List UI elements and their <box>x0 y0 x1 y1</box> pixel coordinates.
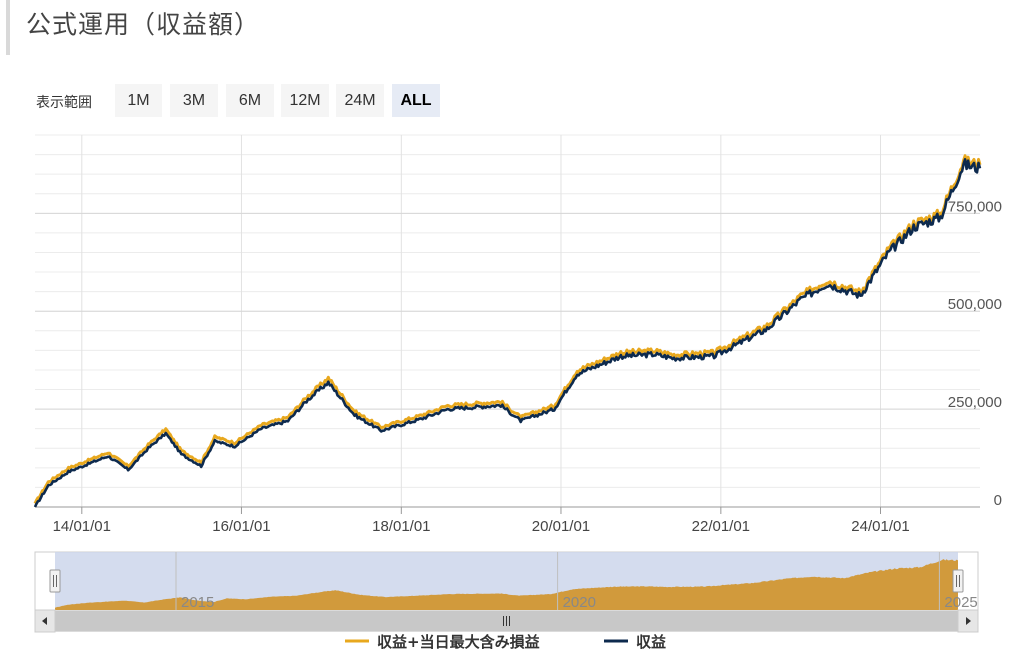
y-tick-label: 750,000 <box>948 198 1002 215</box>
y-tick-label: 250,000 <box>948 394 1002 411</box>
navigator-tick-label: 2025 <box>944 594 977 611</box>
legend-item-navy[interactable]: 収益 <box>604 633 666 651</box>
page-title: 公式運用（収益額） <box>26 10 261 39</box>
x-tick-label: 16/01/01 <box>212 518 270 535</box>
navigator-area <box>55 559 958 610</box>
range-button-12m[interactable]: 12M <box>281 84 329 117</box>
x-tick-label: 18/01/01 <box>372 518 430 535</box>
title-accent-bar <box>6 0 10 55</box>
navigator-left-handle[interactable] <box>49 569 61 593</box>
navigator-right-handle[interactable] <box>952 569 964 593</box>
x-tick-label: 24/01/01 <box>851 518 909 535</box>
range-button-24m[interactable]: 24M <box>336 84 384 117</box>
series-line-gold <box>33 154 982 505</box>
navigator-scrollbar[interactable] <box>34 609 979 633</box>
scroll-right-icon <box>966 617 971 625</box>
range-button-1m[interactable]: 1M <box>115 84 162 117</box>
scroll-left-icon <box>42 617 47 625</box>
range-button-6m[interactable]: 6M <box>226 84 274 117</box>
range-button-3m[interactable]: 3M <box>170 84 218 117</box>
earnings-chart: 0 250,000 500,000 750,000 14/01/01 16/01/01 1… <box>33 134 1002 651</box>
legend-item-gold[interactable]: 収益+当日最大含み損益 <box>345 633 540 651</box>
legend-label: 収益+当日最大含み損益 <box>377 633 540 651</box>
navigator-tick-label: 2015 <box>181 594 214 611</box>
x-tick-label: 20/01/01 <box>532 518 590 535</box>
x-tick-label: 22/01/01 <box>692 518 750 535</box>
series-line-navy <box>33 157 982 508</box>
navigator-tick-label: 2020 <box>563 594 596 611</box>
range-button-all[interactable]: ALL <box>392 84 440 117</box>
legend-label: 収益 <box>636 633 666 651</box>
y-tick-label: 0 <box>994 492 1002 509</box>
range-selector-label: 表示範囲 <box>36 95 92 111</box>
y-tick-label: 500,000 <box>948 296 1002 313</box>
x-tick-label: 14/01/01 <box>53 518 111 535</box>
